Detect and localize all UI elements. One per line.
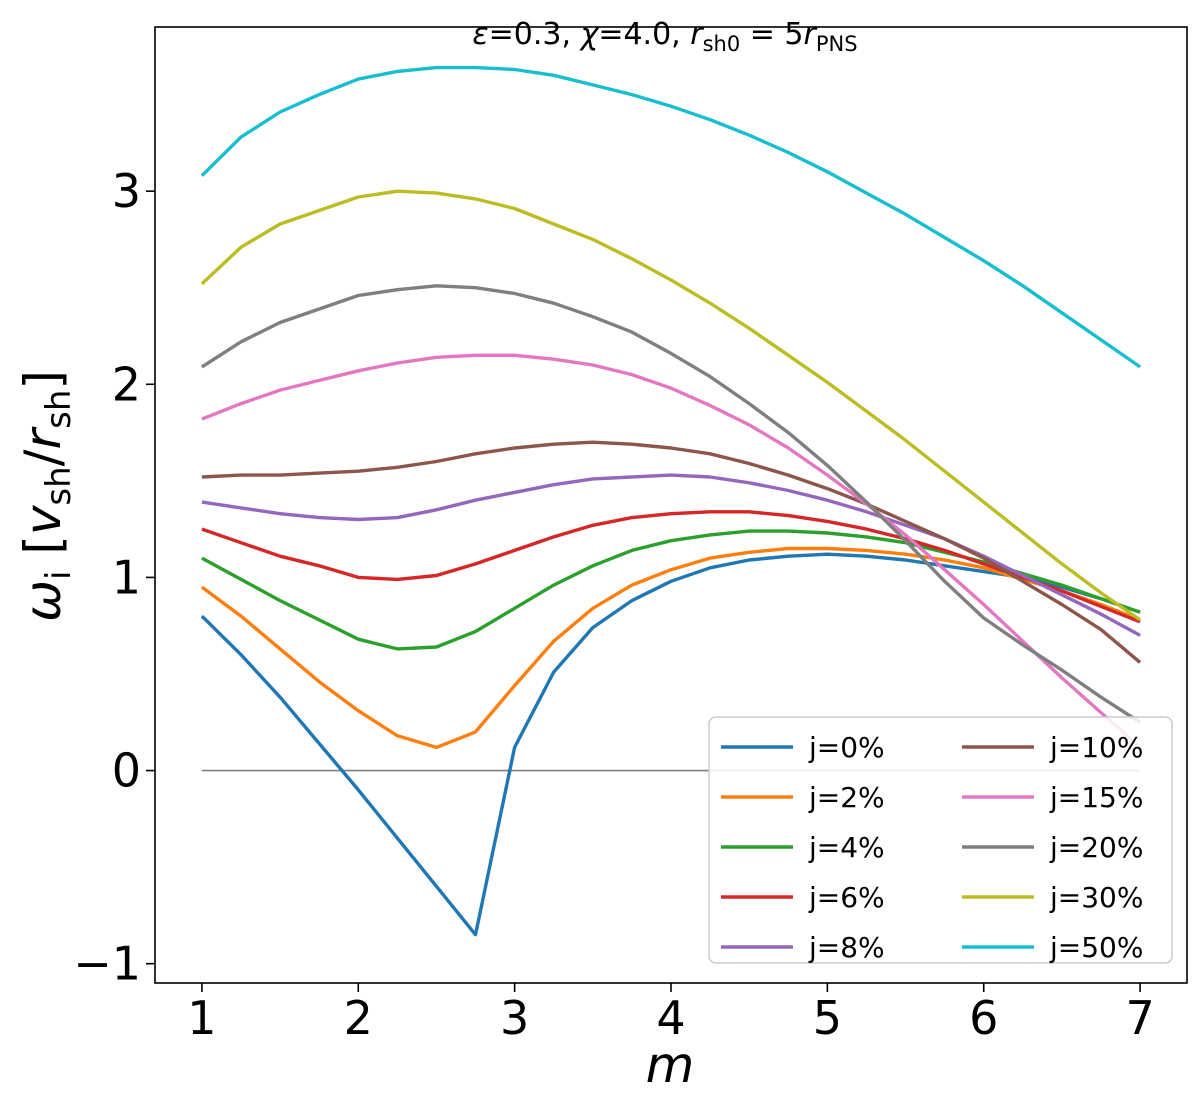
x-tick-label: 3 — [500, 991, 529, 1045]
legend-box — [708, 716, 1173, 964]
legend-label-2: j=4% — [808, 831, 885, 864]
legend-label-7: j=20% — [1049, 831, 1143, 864]
series-group — [200, 65, 1142, 937]
legend-label-3: j=6% — [808, 881, 885, 914]
plot-area — [154, 26, 1188, 984]
legend-label-8: j=30% — [1049, 881, 1143, 914]
y-tick-label: 1 — [112, 550, 141, 604]
series-line-4 — [201, 473, 1141, 637]
series-line-9 — [200, 65, 1142, 369]
y-tick-label: 2 — [112, 357, 141, 411]
x-axis: 1 2 3 4 5 6 7 — [187, 983, 1155, 1045]
x-tick-label: 7 — [1125, 991, 1154, 1045]
x-tick-label: 4 — [656, 991, 685, 1045]
chart-title: ε=0.3, χ=4.0, rsh0 = 5rPNS — [472, 17, 857, 56]
x-tick-label: 5 — [813, 991, 842, 1045]
legend-label-9: j=50% — [1049, 931, 1143, 964]
series-line-7 — [200, 284, 1142, 724]
legend-label-5: j=10% — [1049, 731, 1143, 764]
series-line-5 — [201, 440, 1142, 664]
legend-label-1: j=2% — [808, 781, 885, 814]
series-line-1 — [200, 546, 1141, 750]
series-line-6 — [201, 353, 1142, 749]
x-tick-label: 2 — [344, 991, 373, 1045]
y-axis-label: ωi [vsh/rsh] — [14, 370, 79, 622]
y-tick-label: 0 — [112, 744, 141, 798]
y-tick-label: −1 — [73, 937, 141, 991]
legend-label-4: j=8% — [808, 931, 885, 964]
x-axis-label: m — [646, 1036, 695, 1094]
legend-label-6: j=15% — [1049, 781, 1143, 814]
x-tick-label: 6 — [969, 991, 998, 1045]
x-tick-label: 1 — [187, 991, 216, 1045]
series-line-0 — [200, 552, 1141, 937]
y-axis: −1 0 1 2 3 — [73, 164, 155, 991]
legend-label-0: j=0% — [808, 731, 885, 764]
series-line-2 — [201, 529, 1141, 651]
series-line-3 — [201, 510, 1141, 624]
series-line-8 — [200, 189, 1142, 622]
legend: j=0% j=2% j=4% j=6% j=8% j=10% j=15% j=20% j=30%… — [708, 716, 1173, 964]
y-tick-label: 3 — [112, 164, 141, 218]
